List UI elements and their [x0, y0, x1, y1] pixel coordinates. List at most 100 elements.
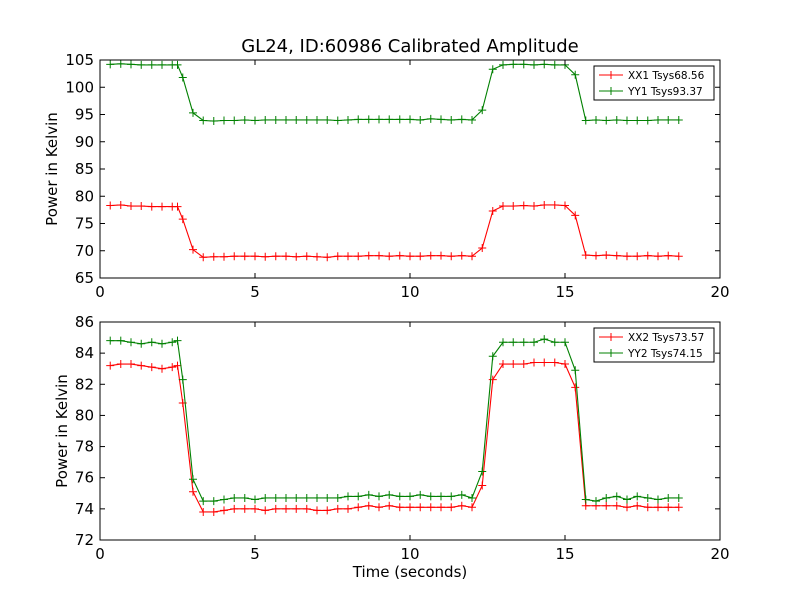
legend-entry-label: YY1 Tsys93.37	[627, 86, 703, 98]
data-point-marker	[302, 252, 311, 261]
data-point-marker	[664, 493, 673, 502]
data-point-marker	[271, 252, 280, 261]
data-point-marker	[199, 116, 208, 125]
data-point-marker	[375, 251, 383, 260]
x-tick-label: 0	[95, 283, 105, 301]
data-point-marker	[592, 115, 600, 124]
data-point-marker	[158, 339, 166, 348]
data-point-marker	[561, 338, 569, 347]
data-point-marker	[416, 252, 425, 261]
data-point-marker	[333, 493, 342, 502]
data-point-marker	[519, 338, 528, 347]
data-point-marker	[654, 495, 662, 504]
legend-entry-label: XX1 Tsys68.56	[628, 70, 705, 82]
data-point-marker	[437, 115, 445, 124]
data-point-marker	[220, 506, 228, 515]
data-point-marker	[468, 493, 476, 502]
data-point-marker	[488, 65, 497, 74]
data-point-marker	[633, 252, 642, 261]
x-tick-label: 20	[710, 283, 729, 301]
y-tick-label: 75	[75, 215, 94, 233]
data-point-marker	[147, 338, 156, 347]
data-point-marker	[571, 70, 580, 79]
data-point-marker	[364, 115, 373, 124]
data-point-marker	[385, 252, 394, 261]
data-point-marker	[437, 251, 445, 260]
data-point-marker	[437, 503, 445, 512]
data-point-marker	[302, 115, 311, 124]
y-tick-label: 95	[75, 106, 94, 124]
data-point-marker	[271, 504, 280, 513]
data-point-marker	[550, 200, 559, 209]
data-point-marker	[488, 206, 497, 215]
legend-marker	[607, 349, 615, 357]
data-point-marker	[623, 252, 631, 261]
data-point-marker	[230, 493, 239, 502]
data-point-marker	[602, 501, 611, 510]
data-point-marker	[333, 252, 342, 261]
data-point-marker	[261, 506, 270, 515]
y-tick-label: 80	[75, 187, 94, 205]
data-point-marker	[375, 503, 383, 512]
data-point-marker	[499, 360, 507, 369]
data-point-marker	[395, 492, 404, 501]
data-point-marker	[468, 503, 476, 512]
data-point-marker	[137, 361, 146, 370]
y-tick-label: 65	[75, 269, 94, 287]
data-point-marker	[426, 492, 435, 501]
data-point-marker	[106, 60, 115, 69]
data-point-marker	[571, 383, 580, 392]
legend-entry-label: XX2 Tsys73.57	[628, 332, 704, 344]
legend: XX1 Tsys68.56 YY1 Tsys93.37	[593, 65, 715, 101]
data-point-marker	[189, 108, 197, 117]
data-point-marker	[127, 360, 135, 369]
data-point-marker	[364, 251, 373, 260]
legend-marker	[607, 333, 615, 341]
data-point-marker	[602, 116, 611, 125]
y-tick-label: 82	[75, 375, 94, 393]
data-point-marker	[633, 492, 642, 501]
data-point-marker	[457, 501, 466, 510]
data-point-marker	[654, 252, 662, 261]
data-point-marker	[116, 360, 125, 369]
data-point-marker	[633, 501, 642, 510]
y-tick-label: 105	[65, 51, 94, 69]
y-tick-label: 70	[75, 242, 94, 260]
bottom-subplot: 0 5 10 15 20 72 74 76 78 80 82 84 86 Power in Kelvin X…	[53, 313, 730, 563]
data-point-marker	[271, 115, 280, 124]
data-point-marker	[457, 115, 466, 124]
data-point-marker	[282, 115, 290, 124]
legend-box	[593, 65, 715, 101]
data-point-marker	[240, 504, 249, 513]
data-point-marker	[561, 360, 569, 369]
data-point-marker	[292, 115, 301, 124]
data-point-marker	[199, 497, 208, 506]
data-point-marker	[137, 339, 146, 348]
data-point-marker	[251, 252, 259, 261]
data-point-marker	[488, 352, 497, 361]
data-point-marker	[478, 106, 487, 115]
data-point-marker	[550, 60, 559, 69]
x-tick-label: 10	[400, 283, 419, 301]
data-point-marker	[385, 501, 394, 510]
y-tick-label: 78	[75, 438, 94, 456]
top-subplot: 0 5 10 15 20 65 70 75 80 85 90 95 100 105 Power in Kel…	[43, 51, 730, 301]
data-point-marker	[127, 338, 135, 347]
data-point-marker	[530, 358, 538, 367]
data-point-marker	[509, 338, 518, 347]
data-point-marker	[147, 60, 156, 69]
data-point-marker	[127, 202, 135, 211]
data-point-marker	[313, 115, 321, 124]
data-point-marker	[282, 504, 290, 513]
data-point-marker	[282, 493, 290, 502]
data-point-marker	[261, 493, 270, 502]
data-point-marker	[426, 503, 435, 512]
data-point-marker	[251, 495, 259, 504]
data-point-marker	[530, 202, 538, 211]
data-point-marker	[592, 251, 600, 260]
data-point-marker	[189, 487, 197, 496]
data-point-marker	[313, 252, 321, 261]
data-point-marker	[674, 493, 683, 502]
data-point-marker	[612, 501, 621, 510]
data-point-marker	[220, 495, 228, 504]
